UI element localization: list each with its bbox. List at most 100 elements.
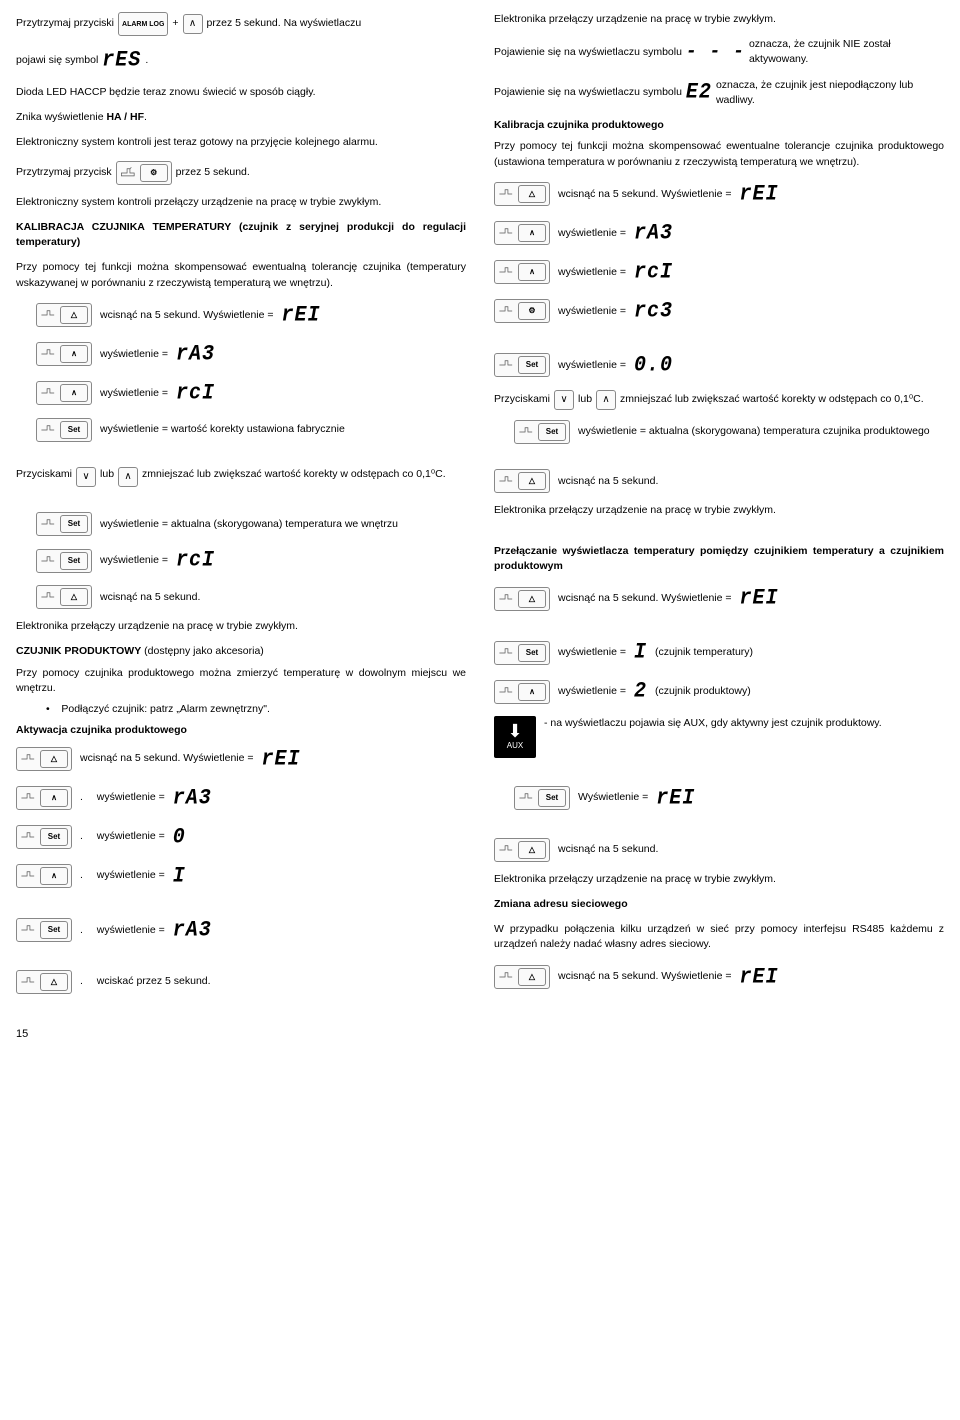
instruction-row: Przytrzymaj przycisk ⚙ przez 5 sekund. <box>16 161 466 185</box>
text: wyświetlenie = <box>558 265 626 280</box>
paragraph: Elektronika przełączy urządzenie na prac… <box>494 503 944 518</box>
heading: Aktywacja czujnika produktowego <box>16 723 466 738</box>
display-value: 0.0 <box>634 350 673 382</box>
list-item: △ wcisnąć na 5 sekund. <box>494 838 944 862</box>
hand-press-alarm-icon: △ <box>36 303 92 327</box>
list-item: △ wcisnąć na 5 sekund. <box>36 585 466 609</box>
paragraph: Znika wyświetlenie HA / HF. <box>16 110 466 125</box>
paragraph: Elektronika przełączy urządzenie na prac… <box>494 12 944 27</box>
display-value: rA3 <box>634 217 673 249</box>
hand-press-alarm-icon: △ <box>16 970 72 994</box>
instruction-row: Pojawienie się na wyświetlaczu symbolu E… <box>494 78 944 108</box>
hand-press-up-icon: ∧ <box>494 260 550 284</box>
hand-press-up-icon: ∧ <box>494 221 550 245</box>
down-button-icon: ∨ <box>76 467 96 487</box>
hand-press-set-icon: Set <box>36 418 92 442</box>
text: - na wyświetlaczu pojawia się AUX, gdy a… <box>544 716 944 731</box>
text: wyświetlenie = <box>558 226 626 241</box>
list-item: Set wyświetlenie = aktualna (skorygowana… <box>36 512 466 536</box>
text: wyświetlenie = <box>100 553 168 568</box>
text: wyświetlenie = <box>100 386 168 401</box>
hand-press-icon: ⚙ <box>494 299 550 323</box>
text: zmniejszać lub zwiększać wartość korekty… <box>620 392 944 407</box>
text: (czujnik produktowy) <box>655 684 751 699</box>
text: (czujnik temperatury) <box>655 645 753 660</box>
paragraph: Przy pomocy tej funkcji można skompensow… <box>494 139 944 169</box>
hand-press-up-icon: ∧ <box>494 680 550 704</box>
instruction-row: Przytrzymaj przyciski ALARM LOG + ∧ prze… <box>16 12 466 36</box>
list-item: ∧ wyświetlenie = 2 (czujnik produktowy) <box>494 677 944 706</box>
list-item: Set wyświetlenie = I (czujnik temperatur… <box>494 638 944 667</box>
list-item: △ wcisnąć na 5 sekund. Wyświetlenie = rE… <box>494 963 944 992</box>
hand-press-alarm-icon: △ <box>494 965 550 989</box>
plus-text: + <box>172 16 178 31</box>
text: przez 5 sekund. Na wyświetlaczu <box>207 16 362 31</box>
hand-press-alarm-icon: △ <box>16 747 72 771</box>
text: Pojawienie się na wyświetlaczu symbolu <box>494 45 682 60</box>
heading: Przełączanie wyświetlacza temperatury po… <box>494 544 944 574</box>
list-item: Set . wyświetlenie = 0 <box>16 823 466 852</box>
text: Przyciskami <box>16 467 72 482</box>
text: Pojawienie się na wyświetlaczu symbolu <box>494 85 682 100</box>
list-item: ⬇ AUX - na wyświetlaczu pojawia się AUX,… <box>494 716 944 758</box>
text: wyświetlenie = <box>97 868 165 883</box>
display-value: rEI <box>656 782 695 814</box>
hand-press-set-icon: Set <box>494 353 550 377</box>
display-value: rEI <box>740 178 779 210</box>
page-container: Przytrzymaj przyciski ALARM LOG + ∧ prze… <box>16 12 944 1004</box>
text: wyświetlenie = <box>558 358 626 373</box>
right-column: Elektronika przełączy urządzenie na prac… <box>494 12 944 1004</box>
text: wyświetlenie = <box>97 923 165 938</box>
list-item: Set Wyświetlenie = rEI <box>514 784 944 813</box>
text: Przyciskami <box>494 392 550 407</box>
alarm-log-button-icon: ALARM LOG <box>118 12 168 36</box>
display-value: rEI <box>262 743 301 775</box>
list-item: Set wyświetlenie = rcI <box>36 546 466 575</box>
hand-press-set-icon: Set <box>36 549 92 573</box>
display-value: rA3 <box>176 338 215 370</box>
hand-press-set-icon: Set <box>16 825 72 849</box>
text: wyświetlenie = aktualna (skorygowana) te… <box>100 517 466 532</box>
paragraph: Elektroniczny system kontroli jest teraz… <box>16 135 466 150</box>
hand-press-alarm-icon: △ <box>494 182 550 206</box>
display-value: I <box>173 860 186 892</box>
text: wcisnąć na 5 sekund. <box>558 474 658 489</box>
list-item: Set . wyświetlenie = rA3 <box>16 916 466 945</box>
hand-press-alarm-icon: △ <box>494 469 550 493</box>
text: oznacza, że czujnik jest niepodłączony l… <box>716 78 944 108</box>
up-button-icon: ∧ <box>183 14 203 34</box>
paragraph: Przy pomocy tej funkcji można skompensow… <box>16 260 466 290</box>
display-value: rA3 <box>173 914 212 946</box>
list-item: △ . wciskać przez 5 sekund. <box>16 970 466 994</box>
text: wcisnąć na 5 sekund. Wyświetlenie = <box>80 751 254 766</box>
text: oznacza, że czujnik NIE został aktywowan… <box>749 37 944 67</box>
list-item: ∧ wyświetlenie = rA3 <box>36 340 466 369</box>
up-button-icon: ∧ <box>118 467 138 487</box>
list-item: △ wcisnąć na 5 sekund. Wyświetlenie = rE… <box>494 180 944 209</box>
list-item: △ wcisnąć na 5 sekund. Wyświetlenie = rE… <box>36 301 466 330</box>
list-item: △ wcisnąć na 5 sekund. Wyświetlenie = rE… <box>494 584 944 613</box>
hand-press-alarm-icon: △ <box>494 838 550 862</box>
list-item: Set wyświetlenie = 0.0 <box>494 351 944 380</box>
paragraph: W przypadku połączenia kilku urządzeń w … <box>494 922 944 952</box>
down-button-icon: ∨ <box>554 390 574 410</box>
hand-press-set-icon: Set <box>16 918 72 942</box>
text: lub <box>100 467 114 482</box>
list-item: △ wcisnąć na 5 sekund. Wyświetlenie = rE… <box>16 745 466 774</box>
display-value: I <box>634 637 647 669</box>
display-value: 0 <box>173 821 186 853</box>
list-item: ∧ . wyświetlenie = I <box>16 862 466 891</box>
text: wcisnąć na 5 sekund. <box>100 590 200 605</box>
paragraph: Dioda LED HACCP będzie teraz znowu świec… <box>16 85 466 100</box>
heading: CZUJNIK PRODUKTOWY (dostępny jako akceso… <box>16 644 466 659</box>
hand-press-set-icon: Set <box>514 420 570 444</box>
paragraph: Elektronika przełączy urządzenie na prac… <box>494 872 944 887</box>
text: wyświetlenie = <box>558 304 626 319</box>
list-item: ∧ wyświetlenie = rcI <box>494 258 944 287</box>
hand-press-up-icon: ∧ <box>16 864 72 888</box>
instruction-row: Pojawienie się na wyświetlaczu symbolu -… <box>494 37 944 67</box>
display-value: rcI <box>176 545 215 577</box>
heading: Kalibracja czujnika produktowego <box>494 118 944 133</box>
text: wcisnąć na 5 sekund. Wyświetlenie = <box>558 969 732 984</box>
list-item: ∧ . wyświetlenie = rA3 <box>16 784 466 813</box>
